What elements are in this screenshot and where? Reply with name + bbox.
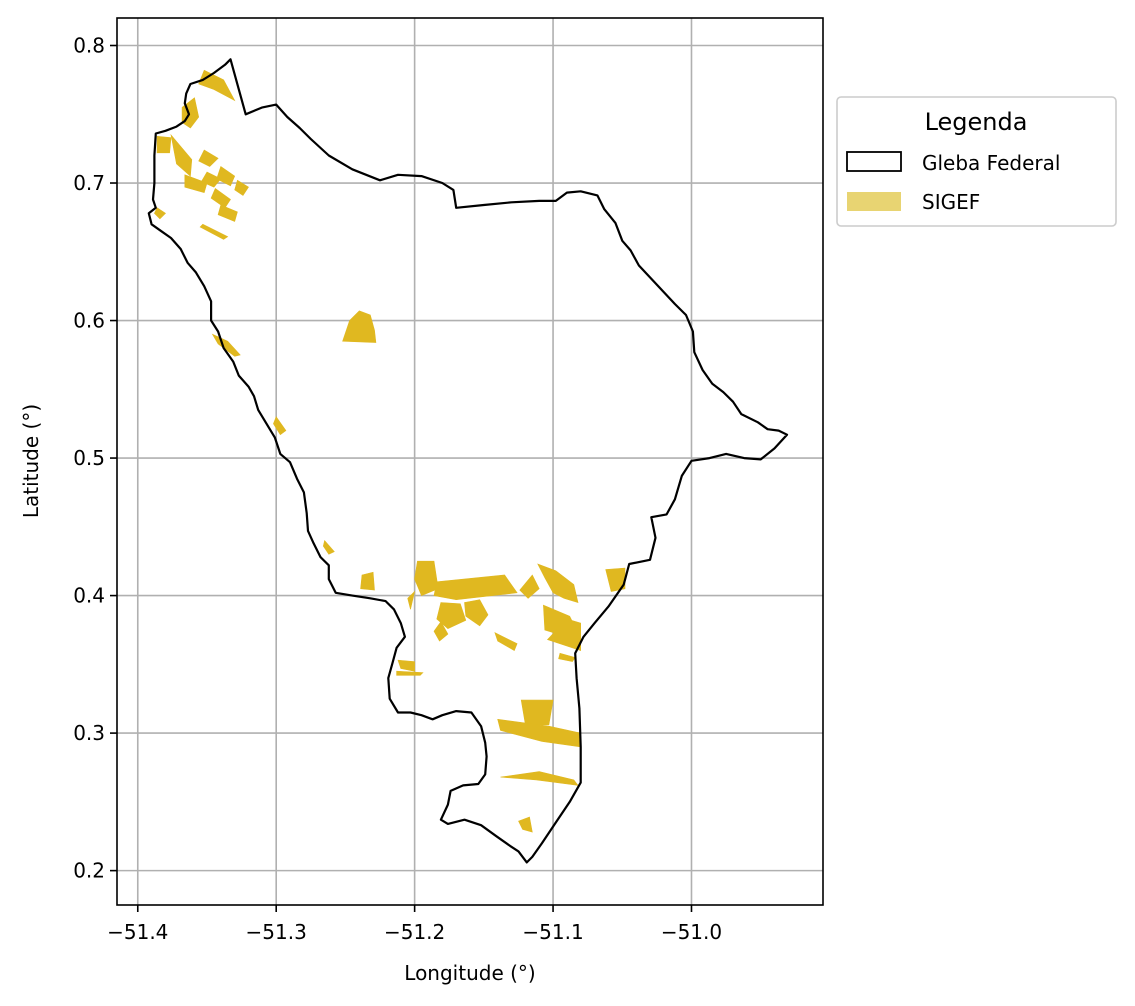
sigef-parcel bbox=[519, 574, 540, 599]
sigef-parcel bbox=[360, 571, 375, 591]
x-tick-label: −51.3 bbox=[246, 920, 307, 944]
x-tick-label: −51.2 bbox=[384, 920, 445, 944]
legend-swatch-sigef bbox=[847, 192, 901, 211]
sigef-parcel bbox=[396, 670, 424, 676]
sigef-parcel bbox=[322, 539, 335, 555]
y-tick-label: 0.6 bbox=[73, 309, 105, 333]
x-axis: −51.4 −51.3 −51.2 −51.1 −51.0 bbox=[107, 905, 722, 944]
x-tick-label: −51.4 bbox=[107, 920, 168, 944]
sigef-parcel bbox=[433, 574, 518, 601]
legend-label-gleba-federal: Gleba Federal bbox=[922, 151, 1060, 175]
grid-lines bbox=[117, 18, 823, 905]
y-tick-label: 0.7 bbox=[73, 171, 105, 195]
sigef-parcel bbox=[211, 333, 241, 357]
sigef-parcel bbox=[397, 659, 415, 672]
sigef-parcel bbox=[198, 149, 219, 167]
x-axis-label: Longitude (°) bbox=[404, 961, 535, 985]
legend-swatch-gleba-federal bbox=[846, 151, 902, 172]
sigef-parcel bbox=[170, 133, 193, 177]
y-tick-label: 0.8 bbox=[73, 34, 105, 58]
sigef-parcel bbox=[217, 204, 238, 222]
sigef-parcel bbox=[433, 621, 449, 642]
y-tick-label: 0.3 bbox=[73, 721, 105, 745]
x-tick-label: −51.0 bbox=[661, 920, 722, 944]
sigef-parcel bbox=[436, 602, 467, 629]
sigef-parcel bbox=[558, 652, 576, 662]
sigef-parcel bbox=[414, 560, 439, 596]
sigef-parcel bbox=[156, 135, 172, 154]
sigef-parcel bbox=[537, 563, 579, 603]
legend-label-sigef: SIGEF bbox=[922, 190, 980, 214]
sigef-parcel bbox=[464, 599, 489, 627]
sigef-parcel bbox=[546, 618, 582, 652]
sigef-parcel bbox=[216, 166, 236, 187]
sigef-parcel bbox=[184, 174, 208, 193]
legend: Legenda Gleba Federal SIGEF bbox=[836, 96, 1117, 227]
sigef-parcel bbox=[234, 179, 249, 196]
sigef-parcel bbox=[520, 699, 554, 726]
y-tick-label: 0.5 bbox=[73, 446, 105, 470]
sigef-parcel bbox=[518, 816, 533, 833]
y-axis-label: Latitude (°) bbox=[19, 404, 43, 518]
gleba-federal-boundary bbox=[147, 58, 789, 864]
x-tick-label: −51.1 bbox=[522, 920, 583, 944]
y-tick-label: 0.4 bbox=[73, 584, 105, 608]
sigef-parcel bbox=[199, 223, 229, 240]
sigef-parcel bbox=[500, 771, 579, 786]
legend-title: Legenda bbox=[925, 108, 1028, 136]
y-axis: 0.2 0.3 0.4 0.5 0.6 0.7 0.8 bbox=[73, 34, 117, 883]
sigef-parcel bbox=[273, 416, 287, 436]
plot-frame bbox=[116, 17, 824, 906]
legend-frame bbox=[836, 96, 1117, 227]
sigef-parcel bbox=[154, 207, 166, 220]
sigef-parcel bbox=[605, 567, 626, 592]
y-tick-label: 0.2 bbox=[73, 859, 105, 883]
gleba-federal-layer bbox=[147, 58, 789, 864]
sigef-parcel bbox=[494, 632, 518, 652]
sigef-parcel bbox=[342, 310, 377, 343]
sigef-parcel bbox=[407, 590, 416, 610]
